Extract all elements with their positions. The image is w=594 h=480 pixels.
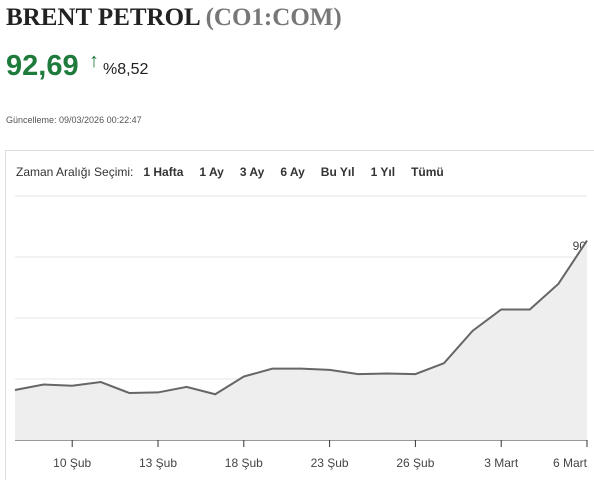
range-option[interactable]: Bu Yıl — [320, 165, 355, 179]
instrument-name: BRENT PETROL — [6, 4, 200, 31]
range-option[interactable]: 1 Hafta — [143, 165, 184, 179]
x-tick-label: 6 Mart — [553, 456, 588, 470]
line — [14, 240, 588, 396]
range-option[interactable]: 1 Ay — [199, 165, 224, 179]
price-change: %8,52 — [103, 61, 149, 78]
x-tick-label: 18 Şub — [225, 456, 263, 470]
range-selector: Zaman Aralığı Seçimi: 1 Hafta 1 Ay 3 Ay 6 Ay… — [16, 165, 460, 179]
update-time: Güncelleme: 09/03/2026 00:22:47 — [6, 115, 142, 125]
price: 92,69 — [6, 50, 79, 82]
title: BRENT PETROL (CO1:COM) — [6, 4, 342, 32]
x-tick-label: 23 Şub — [311, 456, 349, 470]
chart-box — [5, 150, 594, 480]
range-label: Zaman Aralığı Seçimi: — [16, 165, 134, 179]
x-tick-label: 10 Şub — [53, 456, 91, 470]
range-option[interactable]: 6 Ay — [280, 165, 305, 179]
instrument-symbol: (CO1:COM) — [205, 4, 342, 31]
price-arrow: ↑ — [89, 50, 99, 72]
range-option[interactable]: 3 Ay — [239, 165, 265, 179]
area — [15, 240, 587, 440]
x-tick-label: 13 Şub — [139, 456, 177, 470]
x-tick-label: 3 Mart — [484, 456, 519, 470]
range-option[interactable]: 1 Yıl — [370, 165, 396, 179]
range-option[interactable]: Tümü — [411, 165, 444, 179]
x-tick-label: 26 Şub — [396, 456, 434, 470]
